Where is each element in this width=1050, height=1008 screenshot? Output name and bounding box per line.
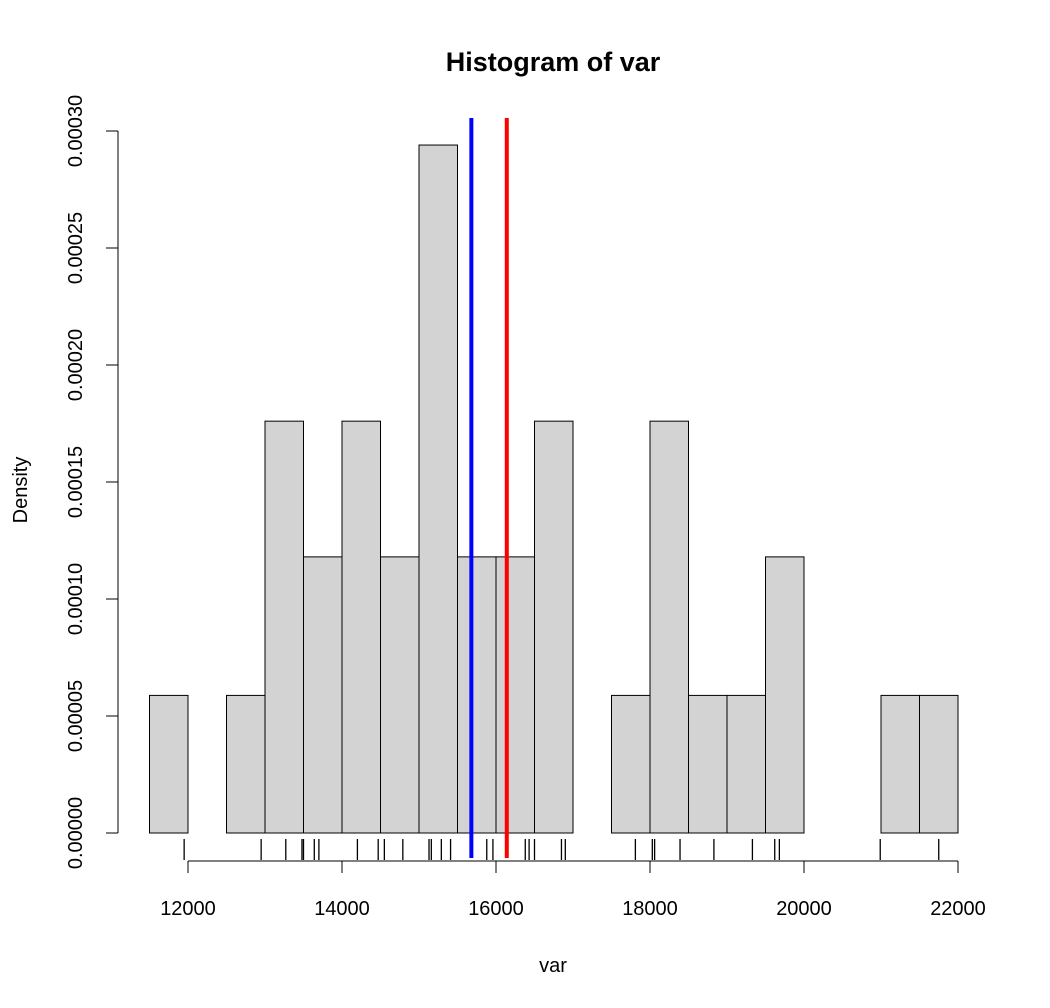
y-tick-label: 0.00020: [65, 329, 87, 401]
histogram-bar: [341, 420, 381, 834]
chart-title: Histogram of var: [446, 47, 661, 77]
x-tick-label: 18000: [622, 898, 678, 920]
histogram-bar: [765, 556, 805, 834]
histogram-bar: [726, 694, 766, 834]
y-tick-label: 0.00025: [65, 212, 87, 284]
histogram-bar: [380, 556, 420, 834]
y-axis: 0.00000 0.00005 0.00010 0.00015 0.00020 0.000…: [65, 95, 119, 869]
rug-group: [183, 839, 940, 860]
histogram-bar: [264, 420, 304, 834]
bars-group: [149, 144, 959, 834]
histogram-bar: [226, 694, 266, 834]
y-tick-label: 0.00005: [65, 680, 87, 752]
y-axis-label: Density: [10, 457, 32, 524]
histogram-bar: [457, 556, 497, 834]
y-tick-label: 0.00000: [65, 797, 87, 869]
histogram-bar: [649, 420, 689, 834]
histogram-bar: [688, 694, 728, 834]
x-axis: 12000 14000 16000 18000 20000 22000: [160, 860, 986, 920]
x-tick-label: 12000: [160, 898, 216, 920]
histogram-bar: [495, 556, 535, 834]
histogram-bar: [880, 694, 920, 834]
histogram-bar: [534, 420, 574, 834]
histogram-bar: [149, 694, 189, 834]
y-tick-label: 0.00010: [65, 563, 87, 635]
x-tick-label: 20000: [776, 898, 832, 920]
x-axis-label: var: [539, 955, 567, 977]
histogram-bar: [611, 694, 651, 834]
histogram-bar: [418, 144, 458, 834]
y-tick-label: 0.00015: [65, 446, 87, 518]
x-tick-label: 14000: [314, 898, 370, 920]
reference-lines-group: [469, 118, 509, 858]
x-tick-label: 22000: [930, 898, 986, 920]
y-tick-label: 0.00030: [65, 95, 87, 167]
histogram-bar: [303, 556, 343, 834]
histogram-bar: [919, 694, 959, 834]
x-tick-label: 16000: [468, 898, 524, 920]
